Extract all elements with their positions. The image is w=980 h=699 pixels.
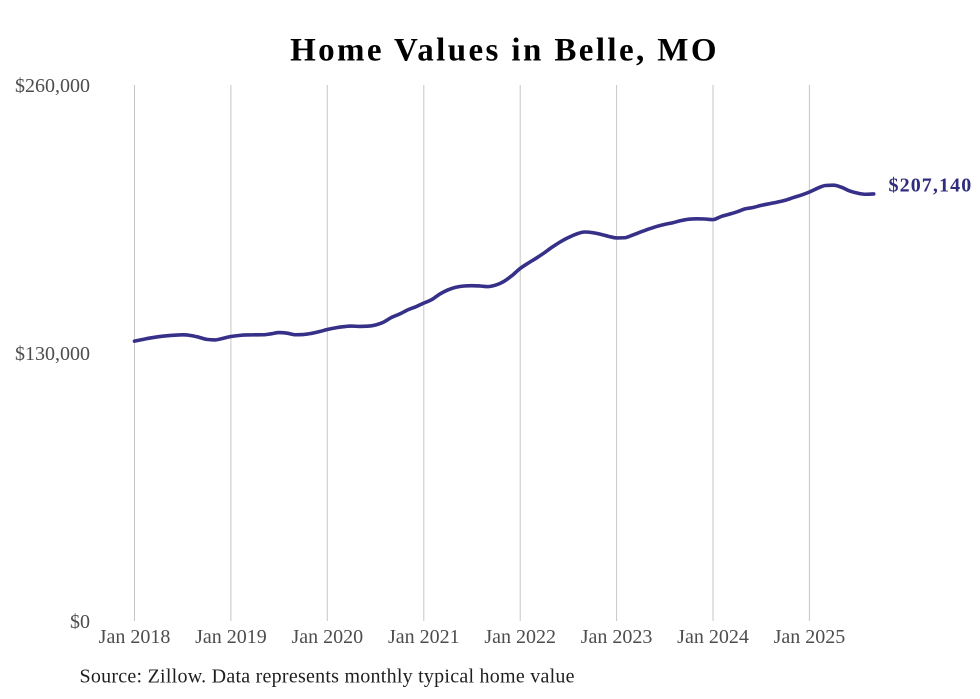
svg-text:Jan 2024: Jan 2024 [677, 626, 749, 648]
svg-text:Jan 2018: Jan 2018 [99, 626, 171, 648]
svg-text:$130,000: $130,000 [15, 343, 90, 365]
svg-text:$207,140: $207,140 [889, 175, 973, 197]
svg-text:Jan 2021: Jan 2021 [388, 626, 460, 648]
svg-text:Jan 2023: Jan 2023 [581, 626, 653, 648]
svg-text:Source: Zillow. Data represent: Source: Zillow. Data represents monthly … [80, 666, 575, 688]
svg-text:Jan 2020: Jan 2020 [291, 626, 363, 648]
svg-text:Home Values in Belle, MO: Home Values in Belle, MO [290, 33, 719, 69]
svg-text:$260,000: $260,000 [15, 75, 90, 97]
svg-text:$0: $0 [70, 611, 90, 633]
svg-text:Jan 2019: Jan 2019 [195, 626, 267, 648]
svg-text:Jan 2025: Jan 2025 [774, 626, 846, 648]
svg-text:Jan 2022: Jan 2022 [484, 626, 556, 648]
